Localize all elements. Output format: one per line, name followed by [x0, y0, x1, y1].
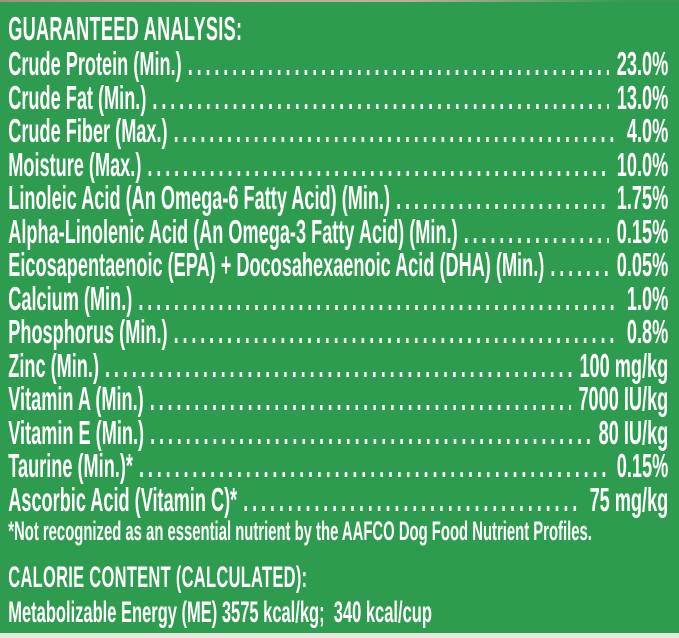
- analysis-row-phosphorus: Phosphorus (Min.) 0.8%: [8, 315, 668, 349]
- nutrient-value: 7000 IU/kg: [578, 380, 669, 417]
- nutrient-label: Zinc (Min.): [8, 346, 99, 384]
- dot-leader: [144, 416, 591, 450]
- aafco-footnote: *Not recognized as an essential nutrient…: [8, 516, 592, 546]
- dot-leader: [144, 382, 571, 416]
- nutrient-value: 100 mg/kg: [579, 346, 669, 384]
- nutrient-value: 13.0%: [616, 78, 669, 116]
- nutrient-value: 0.05%: [616, 246, 669, 283]
- nutrient-label: Eicosapentaenoic (EPA) + Docosahexaenoic…: [8, 246, 545, 283]
- top-edge-artifact: [0, 0, 679, 2]
- dot-leader: [99, 349, 572, 383]
- analysis-row-crude-fat: Crude Fat (Min.) 13.0%: [8, 78, 669, 116]
- dot-leader: [146, 81, 609, 115]
- nutrient-label: Linoleic Acid (An Omega-6 Fatty Acid) (M…: [8, 179, 391, 216]
- nutrient-label: Phosphorus (Min.): [8, 313, 168, 350]
- nutrient-value: 1.0%: [626, 279, 669, 317]
- analysis-row-vitamin-e: Vitamin E (Min.) 80 IU/kg: [8, 413, 669, 451]
- dot-leader: [168, 114, 620, 148]
- nutrient-label: Vitamin A (Min.): [8, 380, 144, 417]
- dot-leader: [133, 449, 609, 483]
- nutrient-label: Taurine (Min.)*: [8, 447, 133, 484]
- nutrient-label: Crude Fiber (Max.): [8, 112, 168, 149]
- nutrient-value: 10.0%: [616, 145, 669, 183]
- analysis-row-linoleic-acid: Linoleic Acid (An Omega-6 Fatty Acid) (M…: [8, 181, 668, 215]
- nutrient-value: 75 mg/kg: [589, 480, 669, 518]
- analysis-row-ascorbic-acid: Ascorbic Acid (Vitamin C)* 75 mg/kg: [8, 480, 669, 518]
- nutrient-label: Alpha-Linolenic Acid (An Omega-3 Fatty A…: [8, 212, 458, 250]
- calorie-content-heading: CALORIE CONTENT (CALCULATED):: [8, 561, 308, 594]
- analysis-row-epa-dha: Eicosapentaenoic (EPA) + Docosahexaenoic…: [8, 248, 668, 282]
- metabolizable-energy-line: Metabolizable Energy (ME) 3575 kcal/kg; …: [8, 596, 432, 629]
- nutrient-value: 1.75%: [616, 179, 669, 216]
- dot-leader: [237, 483, 582, 517]
- nutrient-value: 80 IU/kg: [598, 413, 669, 451]
- analysis-row-moisture: Moisture (Max.) 10.0%: [8, 145, 669, 183]
- nutrient-label: Crude Protein (Min.): [8, 45, 182, 82]
- nutrient-label: Ascorbic Acid (Vitamin C)*: [8, 480, 238, 518]
- dot-leader: [390, 181, 609, 215]
- nutrient-label: Moisture (Max.): [8, 145, 142, 183]
- nutrient-value: 23.0%: [616, 45, 669, 82]
- guaranteed-analysis-heading: GUARANTEED ANALYSIS:: [8, 10, 243, 47]
- analysis-row-zinc: Zinc (Min.) 100 mg/kg: [8, 346, 669, 384]
- dot-leader: [141, 148, 609, 182]
- analysis-row-crude-fiber: Crude Fiber (Max.) 4.0%: [8, 114, 668, 148]
- analysis-row-alpha-linolenic-acid: Alpha-Linolenic Acid (An Omega-3 Fatty A…: [8, 212, 669, 250]
- analysis-row-vitamin-a: Vitamin A (Min.) 7000 IU/kg: [8, 382, 668, 416]
- analysis-row-calcium: Calcium (Min.) 1.0%: [8, 279, 669, 317]
- nutrient-label: Vitamin E (Min.): [8, 413, 145, 451]
- dot-leader: [458, 215, 609, 249]
- nutrient-value: 4.0%: [626, 112, 669, 149]
- nutrient-value: 0.15%: [616, 212, 669, 250]
- dot-leader: [544, 248, 609, 282]
- nutrient-value: 0.8%: [626, 313, 669, 350]
- nutrient-label: Crude Fat (Min.): [8, 78, 147, 116]
- nutrient-label: Calcium (Min.): [8, 279, 133, 317]
- dot-leader: [132, 282, 619, 316]
- bottom-edge-strip: [0, 633, 679, 638]
- analysis-row-crude-protein: Crude Protein (Min.) 23.0%: [8, 47, 668, 81]
- nutrient-value: 0.15%: [616, 447, 669, 484]
- dot-leader: [182, 47, 609, 81]
- dot-leader: [168, 315, 620, 349]
- analysis-row-taurine: Taurine (Min.)* 0.15%: [8, 449, 668, 483]
